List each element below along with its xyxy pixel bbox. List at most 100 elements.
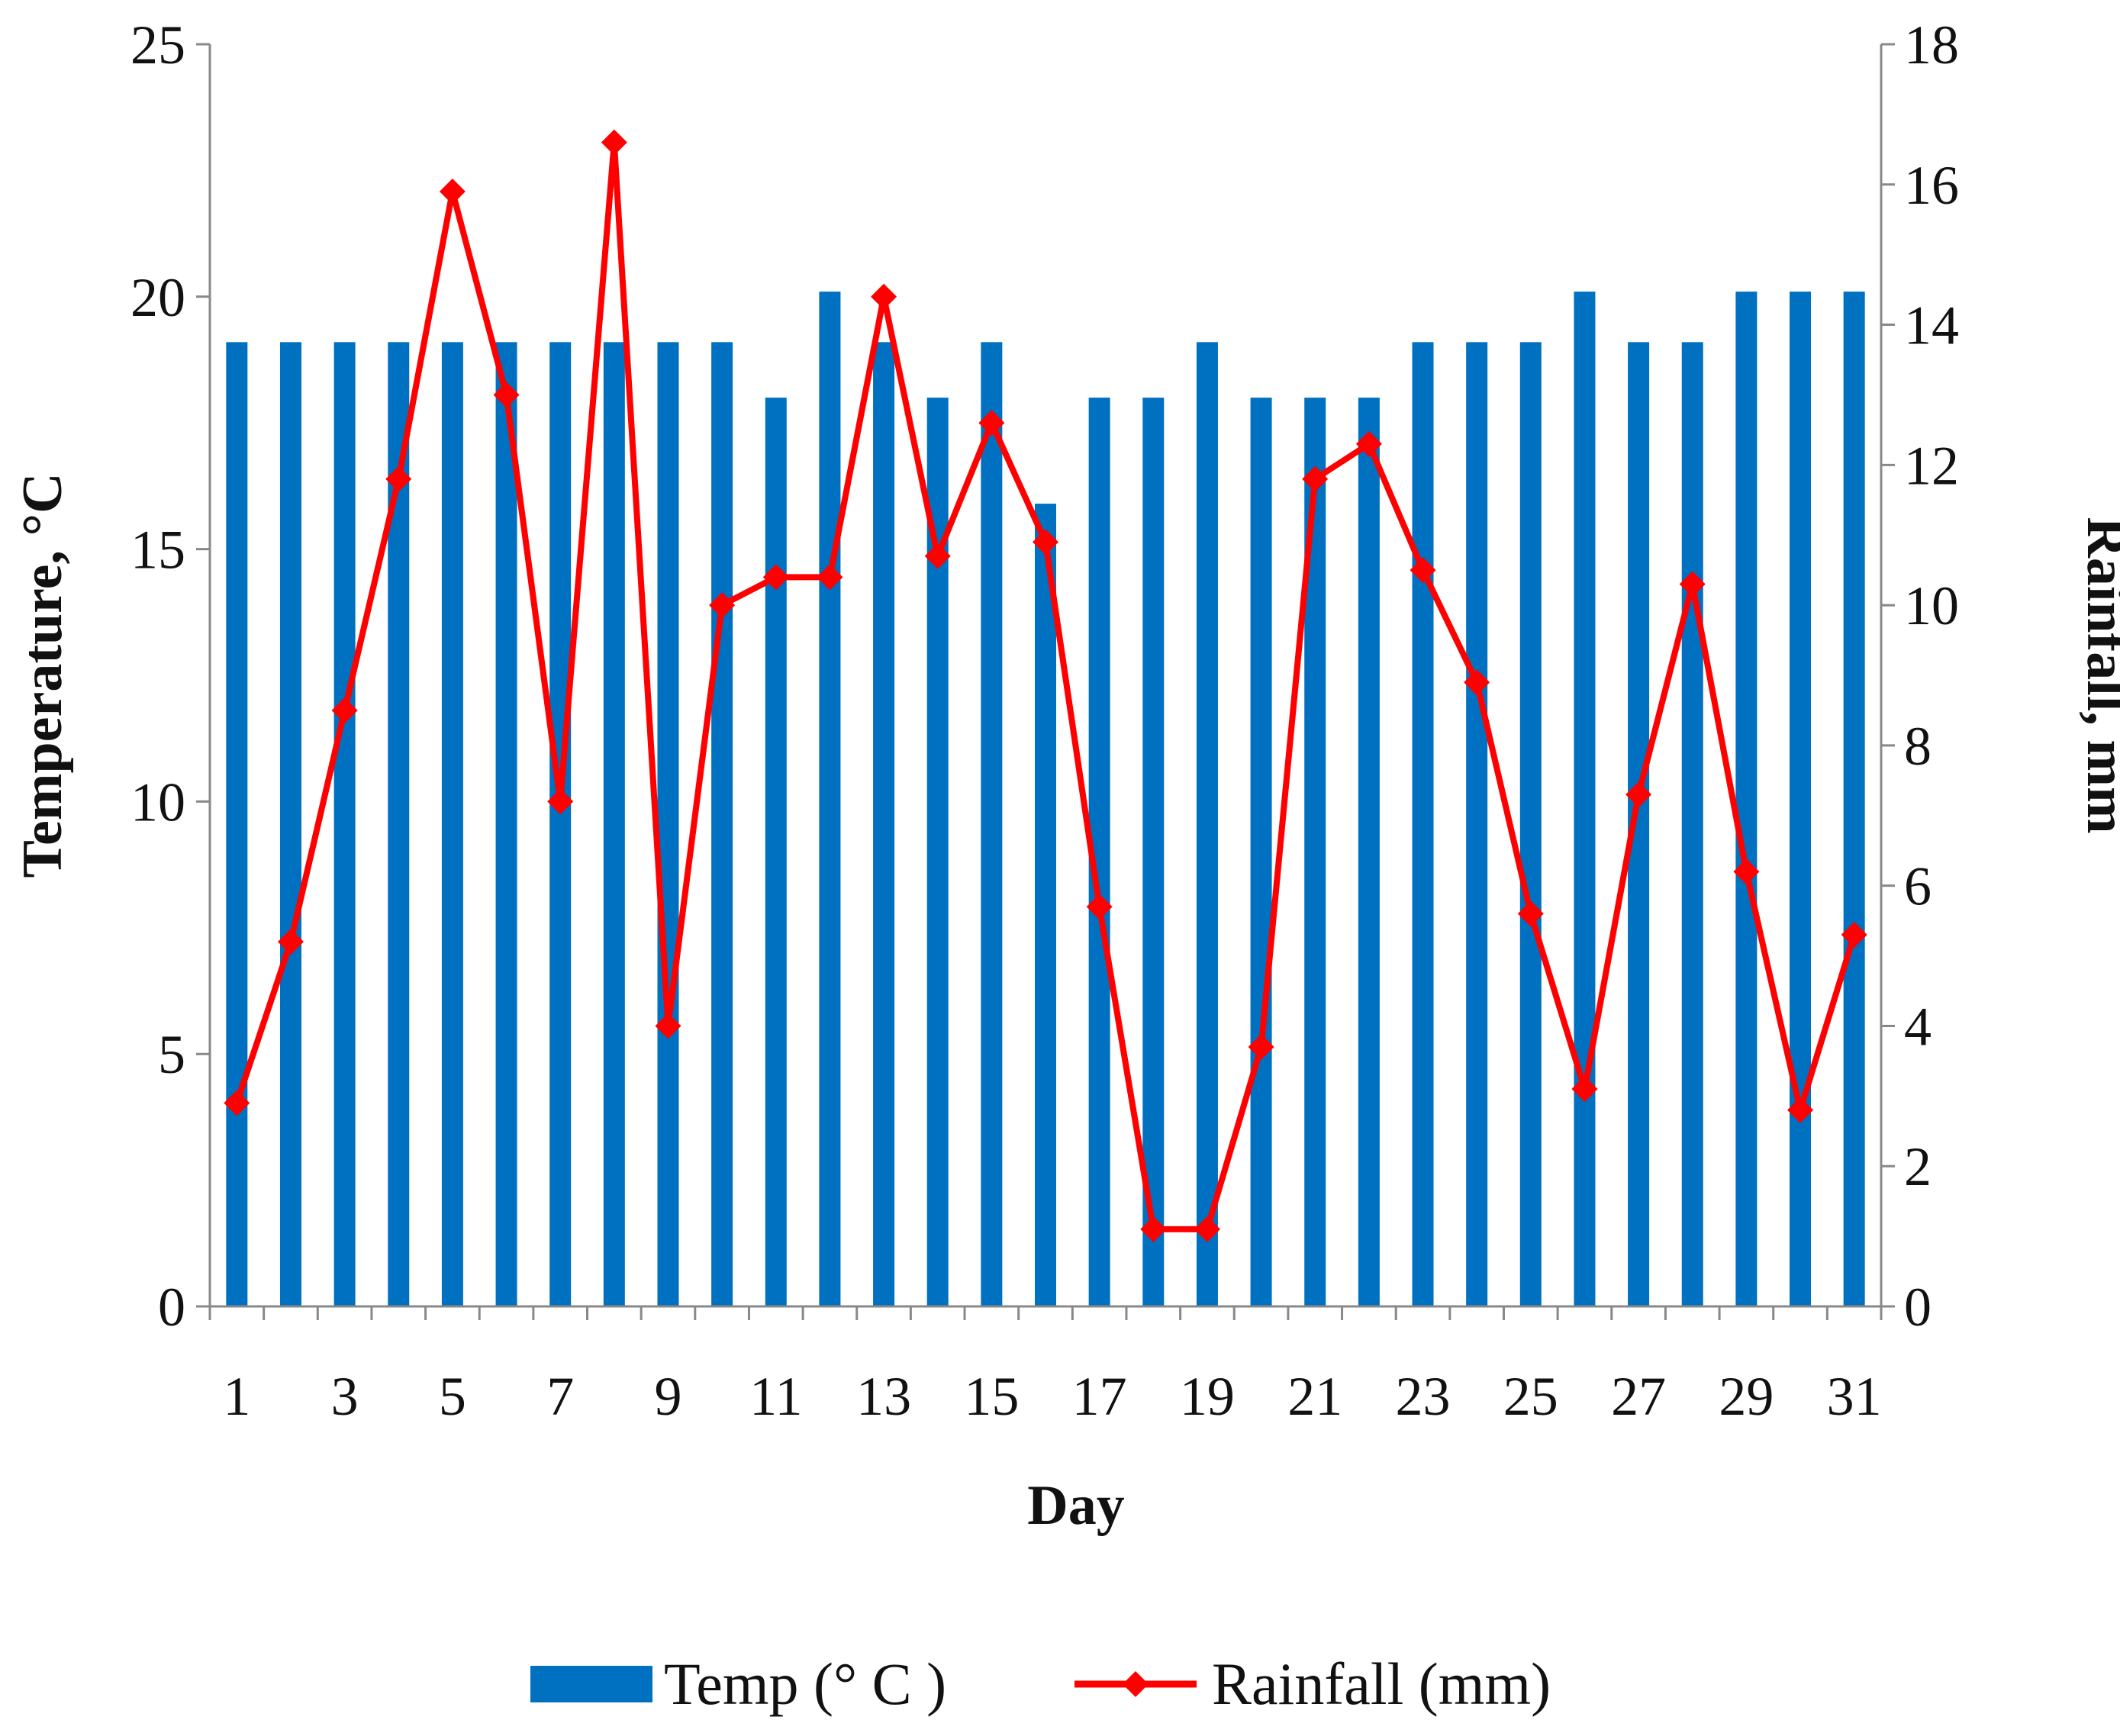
left-y-tick-label: 20 xyxy=(130,267,185,328)
temp-bar-day-22 xyxy=(1358,398,1380,1306)
temp-bar-day-23 xyxy=(1412,342,1434,1306)
right-y-tick-label: 10 xyxy=(1904,575,1959,636)
temp-bar-day-10 xyxy=(711,342,733,1306)
x-tick-label: 7 xyxy=(546,1366,574,1427)
x-tick-label: 13 xyxy=(856,1366,911,1427)
rainfall-point-day-10 xyxy=(709,592,736,619)
left-y-ticks: 0 5 10 15 20 25 xyxy=(130,14,210,1338)
rainfall-point-day-25 xyxy=(1517,900,1544,927)
temp-bar-day-6 xyxy=(495,342,517,1306)
left-y-tick-label: 5 xyxy=(158,1024,185,1085)
axes xyxy=(208,44,1883,1308)
temp-bar-day-13 xyxy=(873,342,895,1306)
right-y-tick-label: 8 xyxy=(1904,716,1932,777)
x-tick-label: 3 xyxy=(331,1366,359,1427)
rainfall-point-day-16 xyxy=(1033,529,1058,556)
rainfall-point-day-6 xyxy=(493,382,520,408)
rainfall-point-day-3 xyxy=(331,697,358,723)
left-y-tick-label: 15 xyxy=(130,520,185,581)
x-tick-label: 29 xyxy=(1719,1366,1774,1427)
temp-bar-day-8 xyxy=(603,342,625,1306)
legend-swatch-temp xyxy=(530,1666,652,1702)
x-ticks: 1 3 5 7 9 11 13 15 17 19 21 23 25 27 29 31 xyxy=(208,1306,1883,1427)
x-tick-label: 31 xyxy=(1827,1366,1882,1427)
rainfall-point-day-9 xyxy=(655,1013,681,1039)
rainfall-point-day-18 xyxy=(1140,1216,1167,1242)
rainfall-point-day-29 xyxy=(1733,858,1760,885)
rainfall-point-day-23 xyxy=(1410,557,1436,584)
temp-bar-day-9 xyxy=(657,342,679,1306)
x-tick-label: 9 xyxy=(654,1366,681,1427)
temp-bar-day-24 xyxy=(1466,342,1488,1306)
legend: Temp (° C ) Rainfall (mm) xyxy=(530,1651,1551,1717)
x-tick-label: 11 xyxy=(749,1366,802,1427)
x-tick-label: 25 xyxy=(1503,1366,1558,1427)
right-y-tick-label: 2 xyxy=(1904,1136,1932,1197)
temp-bar-day-3 xyxy=(333,342,356,1306)
rainfall-point-day-21 xyxy=(1302,465,1329,492)
rainfall-series xyxy=(224,129,1867,1242)
temp-bar-day-31 xyxy=(1843,291,1865,1307)
temp-bars xyxy=(226,291,1865,1307)
rainfall-point-day-2 xyxy=(277,929,304,955)
rainfall-point-day-27 xyxy=(1625,781,1652,808)
left-y-tick-label: 10 xyxy=(130,771,185,833)
x-tick-label: 27 xyxy=(1611,1366,1666,1427)
rainfall-point-day-24 xyxy=(1464,669,1490,696)
temp-bar-day-30 xyxy=(1790,291,1812,1307)
left-y-tick-label: 25 xyxy=(130,14,185,76)
rainfall-point-day-4 xyxy=(385,465,412,492)
rainfall-point-day-14 xyxy=(924,543,951,569)
temp-bar-day-29 xyxy=(1735,291,1758,1307)
rainfall-point-day-13 xyxy=(871,283,897,310)
right-y-tick-label: 16 xyxy=(1904,155,1959,216)
rainfall-point-day-7 xyxy=(547,788,574,815)
right-y-axis-title: Rainfall, mm xyxy=(2075,517,2120,833)
x-tick-label: 5 xyxy=(439,1366,466,1427)
temp-bar-day-19 xyxy=(1196,342,1218,1306)
temp-bar-day-2 xyxy=(279,342,301,1306)
legend-label-rainfall: Rainfall (mm) xyxy=(1212,1651,1551,1717)
right-y-ticks: 0 2 4 6 8 10 12 14 16 18 xyxy=(1881,14,1959,1338)
rainfall-point-day-31 xyxy=(1841,921,1867,948)
x-axis-title: Day xyxy=(1027,1474,1124,1537)
temp-bar-day-5 xyxy=(441,342,463,1306)
right-y-tick-label: 0 xyxy=(1904,1277,1932,1338)
legend-label-temp: Temp (° C ) xyxy=(664,1651,946,1717)
x-tick-label: 19 xyxy=(1180,1366,1235,1427)
right-y-tick-label: 12 xyxy=(1904,435,1959,496)
rainfall-point-day-20 xyxy=(1248,1034,1274,1061)
x-tick-label: 15 xyxy=(964,1366,1019,1427)
rainfall-point-day-5 xyxy=(439,178,466,205)
x-tick-label: 1 xyxy=(223,1366,250,1427)
temp-bar-day-7 xyxy=(549,342,572,1306)
rainfall-point-day-17 xyxy=(1086,894,1113,920)
temp-bar-day-20 xyxy=(1250,398,1272,1306)
right-y-tick-label: 18 xyxy=(1904,14,1959,76)
rainfall-point-day-1 xyxy=(224,1090,250,1116)
left-y-tick-label: 0 xyxy=(158,1277,185,1338)
left-y-axis-title: Temperature, °C xyxy=(11,472,74,878)
right-y-tick-label: 4 xyxy=(1904,996,1932,1057)
rainfall-point-day-28 xyxy=(1679,571,1706,597)
right-y-tick-label: 14 xyxy=(1904,295,1959,356)
temp-bar-day-11 xyxy=(765,398,787,1306)
rainfall-point-day-8 xyxy=(601,129,627,156)
legend-swatch-rainfall-marker xyxy=(1123,1671,1149,1697)
temp-bar-day-15 xyxy=(981,342,1003,1306)
temp-bar-day-16 xyxy=(1035,504,1056,1306)
rainfall-point-day-15 xyxy=(978,410,1005,436)
x-tick-label: 21 xyxy=(1287,1366,1342,1427)
temp-bar-day-28 xyxy=(1681,342,1703,1306)
temp-bar-day-25 xyxy=(1519,342,1542,1306)
temp-bar-day-26 xyxy=(1574,291,1596,1307)
rainfall-point-day-11 xyxy=(762,564,789,591)
temp-bar-day-18 xyxy=(1142,398,1165,1306)
temp-bar-day-12 xyxy=(819,291,841,1307)
rainfall-point-day-30 xyxy=(1787,1097,1814,1123)
right-y-tick-label: 6 xyxy=(1904,856,1932,917)
rainfall-point-day-26 xyxy=(1571,1076,1598,1103)
temp-bar-day-1 xyxy=(226,342,248,1306)
x-tick-label: 23 xyxy=(1396,1366,1451,1427)
